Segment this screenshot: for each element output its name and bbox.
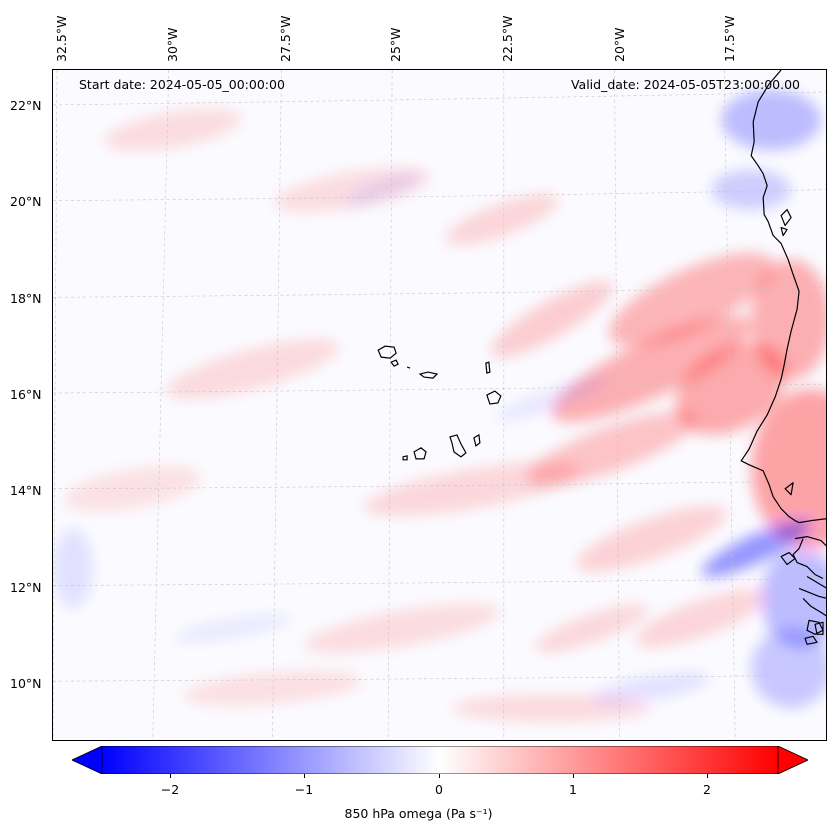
colorbar-max-extension	[777, 746, 808, 774]
colorbar-tick-label-1: 1	[569, 782, 577, 797]
lon-label-32-5w: 32.5°W	[54, 15, 69, 62]
omega-patch	[675, 343, 787, 435]
omega-patch	[761, 548, 826, 649]
omega-patch	[303, 603, 501, 654]
graticule	[53, 70, 826, 740]
island-brava	[402, 455, 408, 461]
island-boa-vista	[486, 390, 502, 405]
lon-label-25w: 25°W	[388, 27, 403, 62]
omega-patch	[721, 89, 822, 150]
island-fogo	[413, 447, 427, 460]
omega-field	[53, 70, 826, 740]
island-santo-antao	[377, 345, 397, 359]
cape-verde-islands	[377, 345, 502, 461]
omega-patch	[592, 672, 711, 704]
lon-label-30w: 30°W	[165, 27, 180, 62]
colorbar-tick	[573, 774, 574, 778]
map-panel: Start date: 2024-05-05_00:00:00 Valid_da…	[52, 69, 827, 741]
colorbar-gradient	[101, 746, 779, 774]
lat-label-16n: 16°N	[10, 387, 42, 402]
omega-patch	[173, 614, 292, 643]
colorbar	[72, 746, 808, 774]
island-santa-luzia	[406, 366, 411, 369]
omega-patch	[751, 259, 826, 380]
omega-patch	[711, 169, 792, 210]
lon-label-20w: 20°W	[612, 27, 627, 62]
lon-label-27-5w: 27.5°W	[278, 15, 293, 62]
colorbar-tick	[439, 774, 440, 778]
island-sal	[485, 361, 491, 374]
omega-patch	[576, 505, 727, 572]
island-santiago	[449, 434, 467, 458]
omega-patch	[103, 108, 242, 152]
island-sao-vicente	[390, 359, 399, 367]
colorbar-tick	[304, 774, 305, 778]
omega-patch	[635, 589, 768, 648]
omega-patch	[363, 461, 581, 517]
lat-label-10n: 10°N	[10, 676, 42, 691]
colorbar-tick-label-neg2: −2	[160, 782, 180, 797]
valid-date-label: Valid_date: 2024-05-05T23:00:00.00	[570, 77, 800, 92]
omega-patch	[551, 316, 752, 422]
omega-patch	[490, 281, 613, 358]
omega-patch	[53, 528, 93, 609]
colorbar-tick-label-2: 2	[703, 782, 711, 797]
omega-patch	[609, 252, 774, 346]
lat-label-22n: 22°N	[10, 98, 42, 113]
omega-patch	[701, 520, 811, 577]
african-coastline	[740, 70, 826, 645]
lon-label-17-5w: 17.5°W	[722, 15, 737, 62]
colorbar-tick	[707, 774, 708, 778]
colorbar-title: 850 hPa omega (Pa s⁻¹)	[344, 806, 493, 821]
omega-patch	[751, 628, 826, 709]
island-maio	[473, 433, 481, 447]
omega-patch	[445, 194, 559, 245]
lon-label-22-5w: 22.5°W	[500, 15, 515, 62]
lat-label-20n: 20°N	[10, 194, 42, 209]
colorbar-min-extension	[72, 746, 103, 774]
omega-patch	[751, 389, 826, 549]
lat-label-18n: 18°N	[10, 291, 42, 306]
lat-label-14n: 14°N	[10, 483, 42, 498]
omega-patch	[165, 338, 340, 400]
lat-label-12n: 12°N	[10, 580, 42, 595]
omega-patch	[63, 465, 202, 512]
colorbar-tick	[170, 774, 171, 778]
colorbar-tick-label-0: 0	[435, 782, 443, 797]
start-date-label: Start date: 2024-05-05_00:00:00	[79, 77, 285, 92]
island-sao-nicolau	[418, 371, 439, 379]
omega-patch	[344, 173, 420, 207]
omega-patch	[535, 604, 649, 653]
colorbar-tick-label-neg1: −1	[294, 782, 314, 797]
